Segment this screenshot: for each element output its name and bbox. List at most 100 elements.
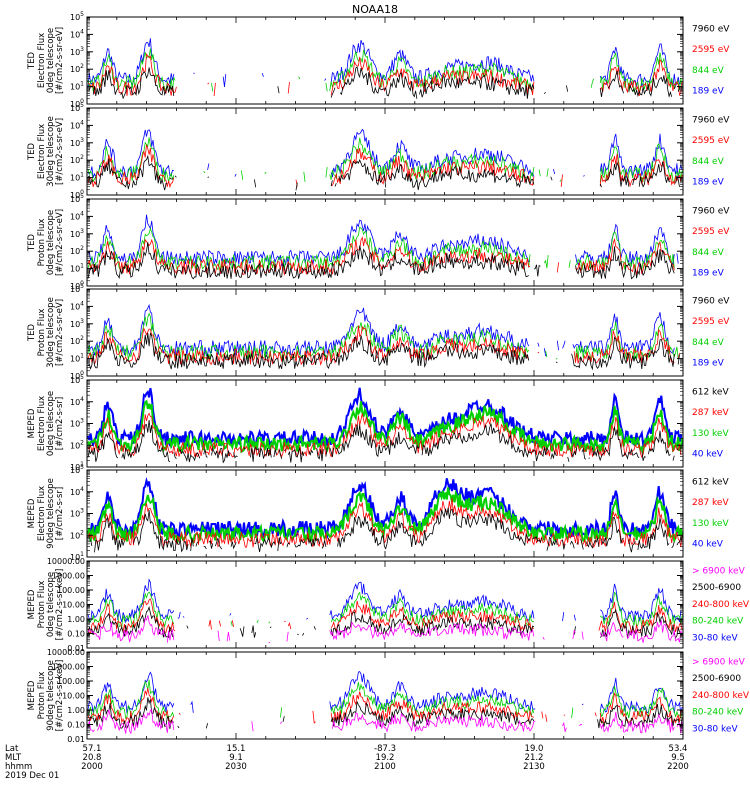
panel-6-ylabel: MEPED Electron Flux 90deg telescope [#/cm2-… bbox=[27, 478, 65, 549]
panel-2-legend-4: 189 eV bbox=[692, 178, 725, 188]
panel-4-trace-1 bbox=[87, 332, 680, 371]
panel-1-ytick-label-2: 102 bbox=[70, 63, 84, 74]
panel-1-ylabel: TED Electron Flux 0deg telescope [#/cm2-s-s… bbox=[27, 27, 65, 94]
x-tick-hhmm-4: 2200 bbox=[667, 762, 689, 772]
panel-3-ylabel-line-2: 0deg telescope bbox=[46, 210, 56, 275]
panel-8-ytick-label-6: 10000.00 bbox=[47, 648, 85, 657]
panel-2-ytick-label-5: 105 bbox=[70, 102, 84, 113]
x-tick-lat-3: 19.0 bbox=[525, 744, 544, 754]
panel-2-ytick-label-4: 104 bbox=[70, 119, 84, 130]
panel-3-ytick-label-3: 103 bbox=[70, 228, 84, 239]
panel-3-ytick-label-5: 105 bbox=[70, 193, 84, 204]
panel-1-ytick-label-4: 104 bbox=[70, 28, 84, 39]
panel-4-frame bbox=[86, 288, 684, 377]
x-tick-lat-2: -87.3 bbox=[374, 744, 396, 754]
panel-1-traces bbox=[87, 38, 683, 99]
panel-7-ylabel: MEPED Proton Flux 0deg telescope [#/cm2-s-s… bbox=[27, 569, 65, 641]
panel-5-ylabel-line-2: 0deg telescope bbox=[46, 391, 56, 456]
x-tick-hhmm-0: 2000 bbox=[81, 762, 103, 772]
panel-2-ytick-label-0: 100 bbox=[70, 189, 84, 200]
x-axis-row-label-1: MLT bbox=[5, 753, 22, 763]
panel-6-trace-2 bbox=[87, 497, 683, 548]
x-tick-lat-0: 57.1 bbox=[83, 744, 102, 754]
panel-4-ylabel-line-2: 30deg telescope bbox=[46, 297, 56, 368]
panel-3-trace-4 bbox=[88, 215, 681, 266]
x-tick-lat-4: 53.4 bbox=[669, 744, 688, 754]
panel-1-ylabel-line-0: TED bbox=[27, 51, 37, 70]
panel-7-ytick-label-5: 1000.00 bbox=[52, 572, 85, 581]
panel-7-ytick-label-4: 100.00 bbox=[57, 586, 85, 595]
panel-7-ylabel-line-2: 0deg telescope bbox=[46, 572, 56, 637]
panel-2-ylabel-line-2: 30deg telescope bbox=[46, 116, 56, 187]
panel-6-ytick-label-0: 101 bbox=[70, 551, 84, 562]
panel-4-ytick-label-2: 102 bbox=[70, 335, 84, 346]
panel-4-ytick-label-0: 100 bbox=[70, 370, 84, 381]
panel-6-trace-1 bbox=[90, 507, 683, 553]
panel-7-legend-4: 80-240 keV bbox=[692, 617, 744, 627]
panel-1-legend-2: 2595 eV bbox=[692, 45, 730, 55]
panel-3-trace-3 bbox=[88, 227, 677, 270]
panel-4-legend-1: 7960 eV bbox=[692, 296, 730, 306]
panel-3-traces bbox=[88, 215, 682, 279]
panel-7-ytick-label-1: 0.10 bbox=[67, 630, 85, 639]
x-tick-hhmm-1: 2030 bbox=[225, 762, 247, 772]
panel-6-ytick-label-4: 105 bbox=[70, 464, 84, 475]
panel-8-ylabel-line-2: 90deg telescope bbox=[46, 660, 56, 731]
panel-2: 100 101 102 103 104 105 TED Electron Flux 30deg … bbox=[27, 102, 730, 200]
panel-6-legend-3: 130 keV bbox=[692, 519, 729, 529]
panel-8-ylabel: MEPED Proton Flux 90deg telescope [#/cm2-s-… bbox=[27, 660, 65, 732]
panel-5-trace-3 bbox=[87, 399, 684, 456]
panel-7-trace-5 bbox=[87, 578, 683, 624]
panel-8-traces bbox=[87, 671, 683, 735]
panel-1-ylabel-line-3: [#/cm2-s-sr-eV] bbox=[55, 27, 65, 94]
panel-6-legend-4: 40 keV bbox=[692, 540, 724, 550]
panel-2-ytick-label-2: 102 bbox=[70, 154, 84, 165]
panel-8-trace-4 bbox=[87, 679, 683, 720]
panel-2-ylabel-line-3: [#/cm2-s-sr-eV] bbox=[55, 118, 65, 185]
panel-7-trace-4 bbox=[87, 591, 683, 629]
panel-8-trace-5 bbox=[87, 671, 683, 714]
panel-2-legend-3: 844 eV bbox=[692, 157, 725, 167]
panel-3-ytick-label-1: 101 bbox=[70, 263, 84, 274]
panel-8-ytick-label-0: 0.01 bbox=[67, 735, 85, 744]
panel-6-ylabel-line-3: [#/cm2-s-sr] bbox=[55, 487, 65, 540]
x-tick-mlt-2: 19.2 bbox=[376, 753, 395, 763]
panel-2-legend-1: 7960 eV bbox=[692, 115, 730, 125]
panel-6-legend-2: 287 keV bbox=[692, 498, 729, 508]
panel-8-trace-3 bbox=[87, 688, 683, 725]
panel-4-legend-2: 2595 eV bbox=[692, 317, 730, 327]
panel-8-ytick-label-3: 10.00 bbox=[62, 692, 85, 701]
panel-7-legend-2: 2500-6900 bbox=[692, 583, 741, 593]
panel-1-frame bbox=[86, 16, 684, 105]
panel-5-legend-4: 40 keV bbox=[692, 450, 724, 460]
panel-7-ytick-label-0: 0.01 bbox=[67, 644, 85, 653]
panel-5-trace-2 bbox=[87, 412, 683, 459]
panel-2-ylabel-line-0: TED bbox=[27, 142, 37, 161]
panel-4-legend-3: 844 eV bbox=[692, 338, 725, 348]
panel-7-ytick-label-3: 10.00 bbox=[62, 601, 85, 610]
panel-5-ytick-label-0: 101 bbox=[70, 461, 84, 472]
panel-8-legend-2: 2500-6900 bbox=[692, 674, 741, 684]
panel-1-ytick-label-0: 100 bbox=[70, 98, 84, 109]
panel-2-trace-2 bbox=[87, 144, 683, 189]
panel-1-trace-2 bbox=[87, 53, 683, 97]
panel-2-ytick-label-3: 103 bbox=[70, 137, 84, 148]
panel-7-traces bbox=[87, 578, 683, 644]
panel-8-legend-3: 240-800 keV bbox=[692, 691, 750, 701]
panel-2-legend-2: 2595 eV bbox=[692, 136, 730, 146]
panel-3-legend-3: 844 eV bbox=[692, 248, 725, 258]
panel-2-ylabel-line-1: Electron Flux bbox=[37, 124, 47, 179]
panel-3: 100 101 102 103 104 105 TED Proton Flux 0deg tel… bbox=[27, 193, 730, 291]
panel-5-ytick-label-4: 105 bbox=[70, 374, 84, 385]
panel-6-ylabel-line-0: MEPED bbox=[27, 498, 37, 528]
panel-4-ytick-label-1: 101 bbox=[70, 353, 84, 364]
panel-5-traces bbox=[87, 387, 684, 463]
x-axis-row-label-2: hhmm bbox=[5, 762, 32, 772]
panel-1-ylabel-line-2: 0deg telescope bbox=[46, 28, 56, 93]
panel-3-legend-4: 189 eV bbox=[692, 269, 725, 279]
panel-7-ylabel-line-3: [#/cm2-s-sr-keV] bbox=[55, 569, 65, 641]
panel-5: 101 102 103 104 105 MEPED Electron Flux 0deg te… bbox=[27, 374, 729, 472]
